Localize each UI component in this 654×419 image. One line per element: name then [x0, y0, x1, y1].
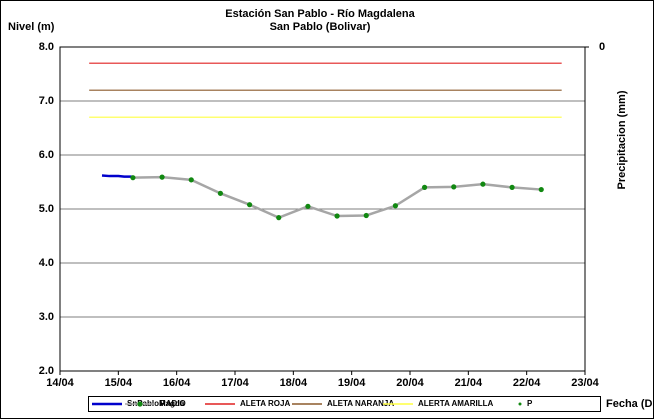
data-point [305, 203, 311, 209]
legend-label: P [527, 399, 533, 408]
x-tick-label: 21/04 [455, 377, 483, 389]
data-point [188, 177, 194, 183]
data-point [538, 186, 544, 193]
y-tick-label: 7.0 [39, 95, 54, 107]
x-tick-label: 15/04 [105, 377, 133, 389]
data-point [421, 184, 428, 190]
y-tick-label: 2.0 [39, 365, 54, 377]
x-tick-label: 19/04 [338, 377, 366, 389]
y-tick-label: 4.0 [39, 257, 54, 269]
data-point [159, 174, 165, 180]
data-point [334, 213, 340, 219]
y2-axis-label: Precipitacion (mm) [616, 90, 628, 189]
x-tick-label: 16/04 [163, 377, 191, 389]
data-point [451, 184, 457, 190]
data-point [363, 212, 369, 219]
legend-box [88, 396, 601, 412]
y-tick-label: 5.0 [39, 203, 54, 215]
y-tick-label: 3.0 [39, 311, 54, 323]
data-point [246, 202, 253, 208]
data-point [276, 215, 282, 221]
x-axis-label: Fecha (DD/MM) [606, 398, 654, 410]
y2-tick-label: 0 [599, 41, 605, 53]
x-tick-label: 22/04 [513, 377, 541, 389]
legend-marker [137, 401, 143, 407]
data-point [480, 181, 486, 187]
x-tick-label: 18/04 [280, 377, 308, 389]
y-tick-label: 6.0 [39, 149, 54, 161]
chart-subtitle: San Pablo (Bolivar) [270, 21, 371, 33]
data-point [130, 175, 136, 181]
legend-label: ALERTA AMARILLA [418, 399, 493, 408]
legend-label: SnPabloMagda [127, 399, 185, 408]
legend-label: ALETA NARANJA [327, 399, 394, 408]
y-axis-label: Nivel (m) [8, 21, 55, 33]
legend-label: RADIO [160, 399, 186, 408]
legend-label: ALETA ROJA [240, 399, 290, 408]
series-line [101, 174, 132, 178]
data-point [509, 184, 515, 190]
legend-marker [518, 402, 522, 406]
data-point [217, 190, 224, 196]
chart-title: Estación San Pablo - Río Magdalena [225, 8, 415, 20]
y-tick-label: 8.0 [39, 41, 54, 53]
x-tick-label: 20/04 [396, 377, 424, 389]
x-tick-label: 14/04 [46, 377, 74, 389]
x-tick-label: 17/04 [221, 377, 249, 389]
x-tick-label: 23/04 [571, 377, 599, 389]
data-point [392, 203, 399, 209]
